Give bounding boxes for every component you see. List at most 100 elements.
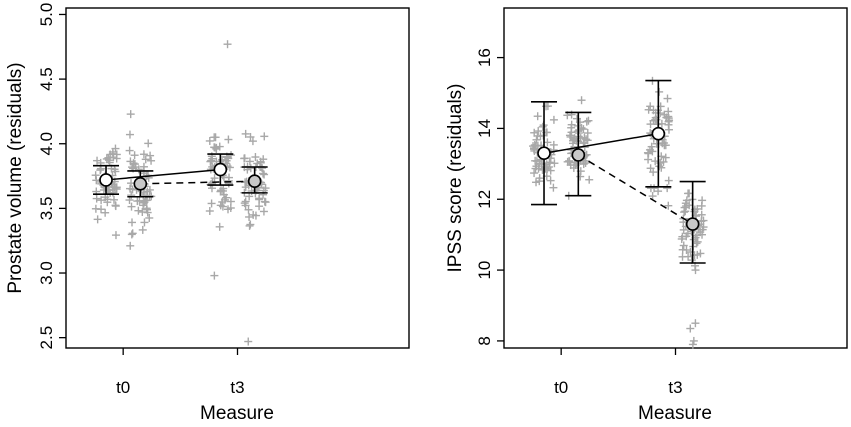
raw-point — [699, 216, 708, 225]
raw-point — [647, 142, 656, 151]
mean-lines — [105, 168, 255, 185]
raw-point — [575, 118, 584, 127]
raw-point — [679, 218, 688, 227]
raw-point — [686, 324, 695, 333]
raw-point — [244, 205, 253, 214]
raw-point — [126, 110, 135, 119]
raw-point — [249, 210, 258, 219]
y-tick-label: 4.5 — [37, 67, 56, 91]
raw-point — [664, 116, 673, 125]
raw-point — [104, 156, 113, 165]
raw-point — [567, 120, 576, 129]
ipss-score-chart: IPSS score (residuals) Measure 8 10 12 14 16… — [445, 7, 848, 424]
raw-point — [549, 115, 558, 124]
raw-point — [663, 184, 672, 193]
raw-point — [258, 164, 267, 173]
raw-point — [144, 139, 153, 148]
raw-point — [692, 231, 701, 240]
raw-point — [135, 196, 144, 205]
raw-point — [240, 154, 249, 163]
error-bars — [531, 79, 706, 264]
raw-point — [570, 135, 579, 144]
raw-point — [224, 205, 233, 214]
raw-point — [585, 175, 594, 184]
solid-mean-line — [543, 132, 659, 154]
raw-point — [128, 229, 137, 238]
raw-point — [259, 207, 268, 216]
raw-point — [241, 197, 250, 206]
raw-point — [693, 237, 702, 246]
raw-point — [568, 136, 577, 145]
raw-point — [567, 128, 576, 137]
raw-point — [224, 135, 233, 144]
raw-point — [126, 241, 135, 250]
raw-point — [210, 133, 219, 142]
raw-point — [111, 201, 120, 210]
raw-point — [138, 225, 147, 234]
raw-point — [577, 96, 586, 105]
raw-point — [128, 185, 137, 194]
y-tick-label: 12 — [475, 190, 494, 209]
raw-point — [664, 201, 673, 210]
raw-point — [127, 218, 136, 227]
raw-point — [575, 125, 584, 134]
raw-point — [143, 205, 152, 214]
raw-point — [661, 153, 670, 162]
raw-point — [678, 252, 687, 261]
raw-point — [530, 169, 539, 178]
plot-frame — [503, 7, 848, 349]
raw-point — [127, 202, 136, 211]
raw-point — [140, 218, 149, 227]
raw-point — [208, 179, 217, 188]
raw-point — [248, 137, 257, 146]
raw-point — [546, 166, 555, 175]
y-axis: 2.5 3.0 3.5 4.0 4.5 5.0 — [37, 3, 66, 350]
raw-point — [245, 212, 254, 221]
raw-point — [680, 208, 689, 217]
x-tick-label: t0 — [554, 378, 568, 397]
raw-point — [141, 155, 150, 164]
raw-point — [646, 184, 655, 193]
raw-point — [108, 182, 117, 191]
raw-point — [140, 198, 149, 207]
plot-frame — [65, 7, 410, 349]
raw-point — [130, 151, 139, 160]
raw-point — [210, 174, 219, 183]
raw-point — [219, 190, 228, 199]
y-tick-label: 2.5 — [37, 326, 56, 350]
x-axis: t0 t3 — [116, 348, 245, 397]
raw-point — [144, 173, 153, 182]
y-tick-label: 3.0 — [37, 261, 56, 285]
raw-point — [646, 102, 655, 111]
raw-data-points — [529, 76, 708, 349]
x-axis: t0 t3 — [554, 348, 683, 397]
raw-point — [103, 198, 112, 207]
raw-point — [691, 266, 700, 275]
raw-point — [112, 154, 121, 163]
raw-point — [245, 192, 254, 201]
y-tick-label: 4.0 — [37, 132, 56, 156]
raw-point — [245, 221, 254, 230]
raw-point — [93, 156, 102, 165]
y-axis-title: Prostate volume (residuals) — [5, 62, 26, 293]
raw-point — [241, 178, 250, 187]
y-tick-label: 5.0 — [37, 3, 56, 27]
y-axis-title: IPSS score (residuals) — [445, 83, 466, 272]
raw-point — [210, 143, 219, 152]
raw-point — [535, 177, 544, 186]
mean-marker — [247, 174, 262, 189]
mean-markers — [537, 126, 700, 231]
dashed-mean-line — [140, 180, 255, 185]
raw-point — [691, 319, 700, 328]
x-tick-label: t0 — [116, 378, 130, 397]
raw-point — [125, 130, 134, 139]
mean-marker — [685, 217, 700, 231]
raw-point — [224, 176, 233, 185]
raw-point — [661, 141, 670, 150]
raw-point — [244, 337, 253, 346]
raw-point — [534, 164, 543, 173]
raw-point — [260, 170, 269, 179]
raw-point — [649, 168, 658, 177]
raw-point — [134, 206, 143, 215]
